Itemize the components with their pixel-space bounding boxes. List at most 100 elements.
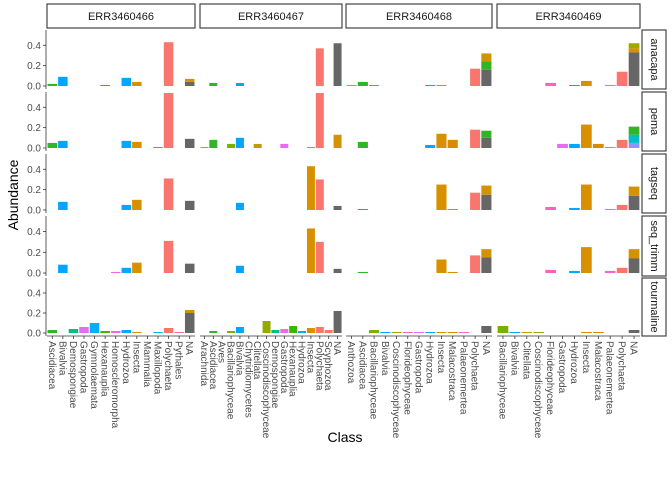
x-tick-label: Maxillopoda	[152, 341, 163, 395]
bar-tourmaline-ERR3460467-Ascidiacea	[209, 331, 218, 333]
bar-anacapa-ERR3460468-NA	[481, 61, 492, 70]
bar-anacapa-ERR3460466-Bivalvia	[58, 76, 68, 86]
x-tick-label: Insecta	[435, 341, 446, 374]
x-tick-label: Bivalvia	[233, 341, 244, 376]
bar-tourmaline-ERR3460467-NA	[333, 311, 342, 333]
bar-seq_trimm-ERR3460466-Insecta	[132, 262, 142, 273]
bar-tourmaline-ERR3460469-Malacostraca	[592, 332, 604, 333]
x-tick-label: Polychaeta	[313, 341, 324, 391]
bar-tourmaline-ERR3460468-Coscinodiscophyceae	[391, 332, 402, 333]
bar-tourmaline-ERR3460466-Ascidiacea	[47, 330, 58, 333]
bar-tourmaline-ERR3460466-Maxillopoda	[153, 332, 163, 333]
bar-pema-ERR3460466-Insecta	[132, 141, 142, 148]
x-axis-title: Class	[327, 429, 362, 445]
bar-pema-ERR3460468-Polychaeta	[470, 129, 481, 148]
x-tick-label: Arachnida	[198, 341, 209, 386]
y-tick-label: 0.0	[27, 144, 41, 155]
bar-seq_trimm-ERR3460466-Homoscleromorpha	[110, 271, 121, 273]
facet-label-row: tourmaline	[648, 281, 660, 332]
bar-anacapa-ERR3460466-Insecta	[132, 81, 142, 86]
bar-seq_trimm-ERR3460468-Malacostraca	[447, 271, 458, 273]
x-tick-label: Chytridiomycetes	[242, 341, 253, 418]
bar-tourmaline-ERR3460466-NA	[184, 313, 195, 333]
bar-tourmaline-ERR3460468-Malacostraca	[447, 332, 458, 333]
facet-strip-row-seq_trimm	[641, 215, 667, 277]
x-tick-label: NA	[183, 341, 194, 355]
x-tick-labels: Ascidiacea Bivalvia Demospongiae Gastropoda…	[46, 335, 640, 439]
x-tick-label: Gymnolaemata	[88, 341, 99, 409]
bar-tagseq-ERR3460469-Palaeonemertea	[604, 208, 616, 210]
x-tick-label: Bacillariophyceae	[368, 341, 379, 420]
bar-tourmaline-ERR3460466-Pythales	[174, 332, 184, 333]
y-tick-label: 0.0	[27, 82, 41, 93]
x-tick-label: Polychaeta	[162, 341, 173, 391]
bar-seq_trimm-ERR3460469-Hydrozoa	[569, 270, 580, 273]
bar-tagseq-ERR3460466-Insecta	[132, 199, 142, 210]
facet-label-col: ERR3460466	[88, 11, 154, 23]
bar-pema-ERR3460467-Bivalvia	[235, 137, 244, 148]
bar-pema-ERR3460469-Gastropoda	[557, 143, 568, 148]
bar-pema-ERR3460468-Ascidiacea	[357, 141, 368, 148]
facet-strip-row-anacapa	[641, 29, 667, 90]
bar-anacapa-ERR3460468-NA	[481, 53, 492, 62]
bar-anacapa-ERR3460467-Bivalvia	[235, 82, 244, 86]
bar-pema-ERR3460467-Insecta	[306, 146, 315, 148]
bar-pema-ERR3460467-Polychaeta	[315, 93, 324, 148]
bar-anacapa-ERR3460466-Hexanauplia	[100, 84, 110, 86]
bar-seq_trimm-ERR3460468-Ascidiacea	[357, 271, 368, 273]
x-tick-label: Hexanauplia	[99, 341, 110, 397]
bar-anacapa-ERR3460466-NA	[184, 78, 195, 82]
bar-pema-ERR3460467-Arachnida	[200, 146, 209, 148]
bar-pema-ERR3460469-NA	[628, 126, 640, 135]
x-tick-label: Coscinodiscophyceae	[260, 341, 271, 439]
x-tick-label: Malacostraca	[446, 341, 457, 401]
bar-tagseq-ERR3460468-Insecta	[436, 184, 447, 210]
bar-tourmaline-ERR3460467-Bivalvia	[235, 327, 244, 333]
bar-tourmaline-ERR3460466-Hexanauplia	[100, 331, 110, 333]
bar-tourmaline-ERR3460469-Clitellata	[521, 332, 533, 333]
bar-tourmaline-ERR3460467-Hydrozoa	[298, 331, 307, 333]
bar-seq_trimm-ERR3460469-Insecta	[581, 247, 592, 273]
bar-pema-ERR3460466-Bivalvia	[58, 140, 68, 148]
bar-tagseq-ERR3460467-Polychaeta	[315, 179, 324, 210]
bar-pema-ERR3460468-Malacostraca	[447, 139, 458, 148]
y-tick-label: 0.2	[27, 185, 41, 196]
bar-tourmaline-ERR3460466-NA	[184, 310, 195, 313]
bar-tourmaline-ERR3460466-Homoscleromorpha	[110, 331, 121, 333]
bar-pema-ERR3460466-Hydrozoa	[121, 140, 132, 148]
bar-tourmaline-ERR3460468-Hydrozoa	[425, 332, 436, 333]
bar-tourmaline-ERR3460468-Bacillariophyceae	[369, 330, 380, 333]
bar-pema-ERR3460468-NA	[481, 137, 492, 148]
facet-label-row: seq_trimm	[648, 220, 660, 271]
bar-anacapa-ERR3460467-Polychaeta	[315, 48, 324, 86]
y-tick-label: 0.0	[27, 206, 41, 217]
facet-label-row: tagseq	[648, 167, 660, 200]
bar-tourmaline-ERR3460469-Bivalvia	[509, 332, 521, 333]
y-tick-label: 0.4	[27, 289, 41, 300]
bar-pema-ERR3460469-NA	[628, 134, 640, 143]
x-tick-label: Insecta	[580, 341, 591, 374]
y-tick-label: 0.4	[27, 103, 41, 114]
x-tick-label: Ascidiacea	[207, 341, 218, 390]
bar-tagseq-ERR3460469-Insecta	[581, 184, 592, 210]
bar-tourmaline-ERR3460467-Bacillariophyceae	[227, 331, 236, 333]
bar-anacapa-ERR3460466-Polychaeta	[163, 42, 174, 86]
bar-pema-ERR3460467-Gastropoda	[280, 143, 289, 148]
bar-tourmaline-ERR3460466-Hydrozoa	[121, 330, 132, 333]
bar-tourmaline-ERR3460467-Insecta	[306, 328, 315, 333]
bar-seq_trimm-ERR3460469-NA	[628, 249, 640, 259]
facet-label-row: pema	[648, 108, 660, 136]
x-tick-label: Ascidiacea	[356, 341, 367, 390]
facet-strip-col-ERR3460467	[199, 3, 343, 29]
bar-anacapa-ERR3460468-NA	[481, 69, 492, 86]
y-tick-label: 0.4	[27, 227, 41, 238]
bar-tourmaline-ERR3460469-Bacillariophyceae	[497, 326, 509, 333]
bar-tagseq-ERR3460468-NA	[481, 194, 492, 210]
bar-anacapa-ERR3460469-Hydrozoa	[569, 84, 580, 86]
bar-anacapa-ERR3460468-Ascidiacea	[357, 81, 368, 86]
bar-anacapa-ERR3460469-Palaeonemertea	[604, 84, 616, 86]
facet-strip-row-tagseq	[641, 153, 667, 214]
facet-label-col: ERR3460467	[238, 11, 304, 23]
bar-pema-ERR3460469-Polychaeta	[616, 139, 628, 148]
